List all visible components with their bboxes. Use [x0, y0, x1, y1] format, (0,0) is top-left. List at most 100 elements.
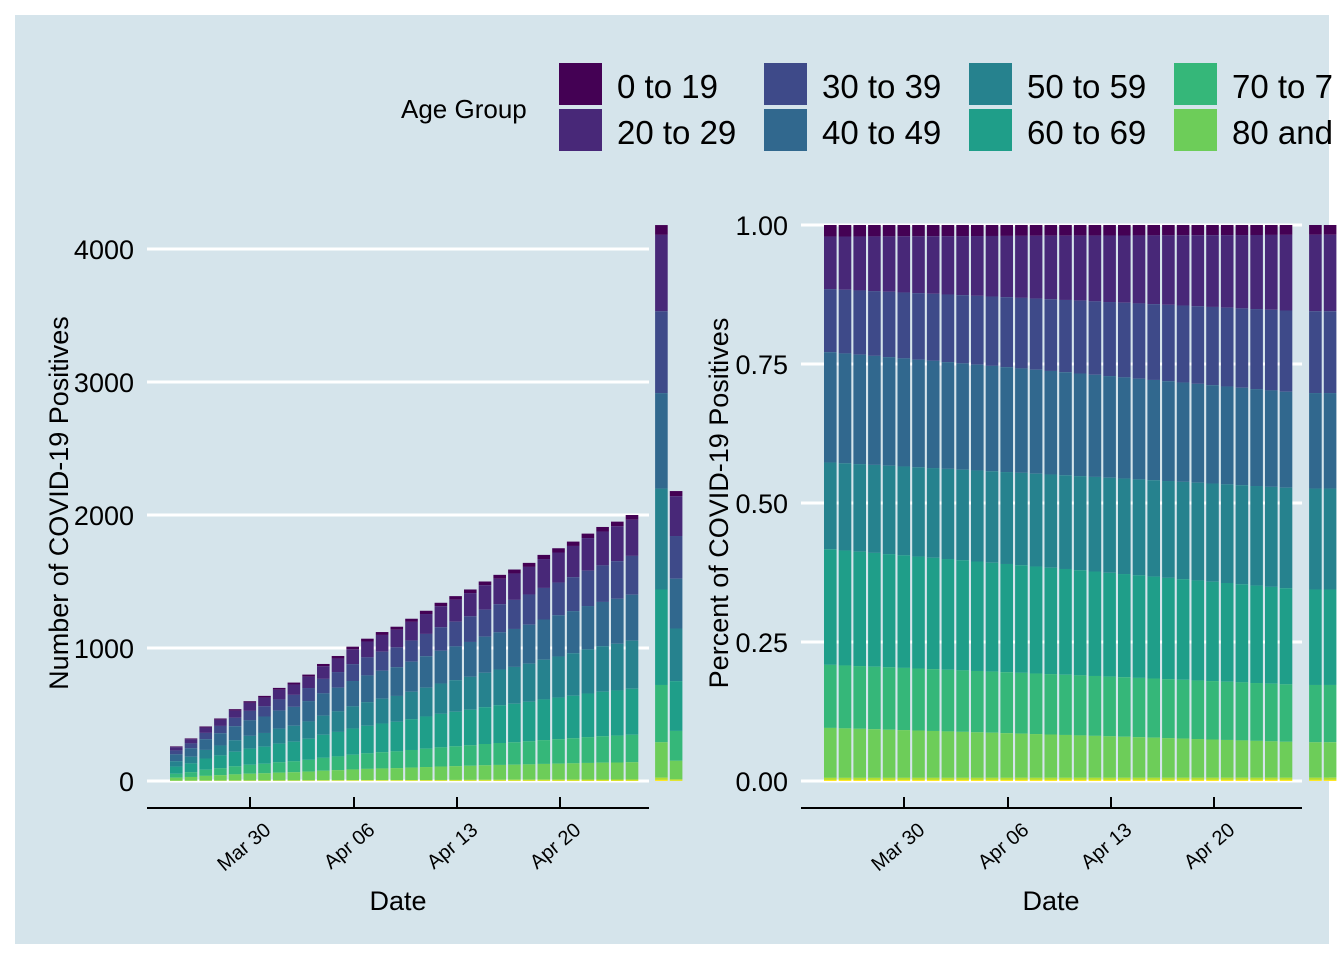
bar-segment	[986, 236, 999, 297]
bar-segment	[898, 358, 911, 466]
bar-segment	[449, 600, 462, 622]
bar-segment	[1059, 735, 1072, 778]
bar-segment	[1133, 225, 1146, 235]
bar-segment	[567, 738, 580, 763]
bar-segment	[853, 464, 866, 552]
bar-segment	[912, 360, 925, 468]
legend-label: 60 to 69	[1027, 114, 1146, 151]
bar-segment	[391, 722, 404, 752]
bar-segment	[655, 742, 668, 777]
bar-segment	[523, 780, 536, 781]
bar-segment	[1192, 235, 1205, 306]
bar-segment	[1103, 780, 1116, 781]
bar-segment	[956, 778, 969, 780]
bar-segment	[1118, 737, 1131, 778]
legend-swatch	[559, 109, 602, 151]
bar-segment	[508, 570, 521, 574]
bar-segment	[1309, 780, 1322, 781]
bar-segment	[552, 698, 565, 740]
bar-segment	[1265, 225, 1278, 235]
bar-segment	[552, 583, 565, 616]
bar-segment	[1133, 780, 1146, 781]
bar-segment	[1221, 740, 1234, 778]
bar-segment	[214, 720, 227, 726]
bar-segment	[538, 660, 551, 700]
bar-segment	[868, 356, 881, 465]
bar-segment	[1089, 780, 1102, 781]
bar-segment	[449, 780, 462, 781]
y-tick-label: 1.00	[735, 211, 788, 241]
bar-segment	[376, 752, 389, 768]
bar-segment	[596, 532, 609, 566]
bar-segment	[391, 627, 404, 630]
bar-segment	[1206, 235, 1219, 307]
bar-segment	[435, 767, 448, 780]
bar-segment	[824, 225, 837, 237]
bar-segment	[258, 747, 271, 764]
bar-segment	[1162, 481, 1175, 578]
bar-segment	[883, 236, 896, 291]
bar-segment	[288, 742, 301, 762]
bar-segment	[273, 690, 286, 700]
bar-segment	[405, 641, 418, 662]
bar-segment	[435, 606, 448, 627]
bar-segment	[185, 748, 198, 756]
bar-segment	[332, 732, 345, 756]
bar-segment	[538, 764, 551, 780]
bar-segment	[1192, 384, 1205, 483]
bar-segment	[1162, 225, 1175, 235]
bar-segment	[214, 718, 227, 719]
bar-segment	[567, 696, 580, 739]
bar-segment	[1236, 740, 1249, 777]
bar-segment	[1324, 235, 1337, 311]
bar-segment	[538, 588, 551, 620]
bar-segment	[523, 702, 536, 741]
bar-segment	[170, 761, 183, 766]
bar-segment	[1280, 588, 1293, 684]
bar-segment	[942, 559, 955, 670]
bar-segment	[552, 764, 565, 780]
bar-segment	[986, 780, 999, 781]
bar-segment	[1118, 225, 1131, 235]
bar-segment	[912, 225, 925, 236]
bar-segment	[1250, 778, 1263, 780]
bar-segment	[596, 527, 609, 532]
bar-segment	[883, 466, 896, 554]
bar-segment	[435, 747, 448, 766]
bar-segment	[582, 534, 595, 538]
bar-segment	[1118, 778, 1131, 780]
bar-segment	[302, 721, 315, 738]
bar-segment	[1250, 389, 1263, 486]
bar-segment	[508, 742, 521, 764]
bar-segment	[853, 778, 866, 780]
bar-segment	[1103, 736, 1116, 777]
bar-segment	[1089, 778, 1102, 780]
bar-segment	[912, 293, 925, 359]
bar-segment	[185, 772, 198, 777]
bar-segment	[317, 735, 330, 758]
bar-segment	[1265, 310, 1278, 391]
bar-segment	[956, 225, 969, 236]
bar-segment	[405, 750, 418, 768]
legend-label: 0 to 19	[617, 68, 718, 105]
legend-label: 80 and	[1232, 114, 1333, 151]
bar-segment	[1103, 225, 1116, 236]
bar-segment	[435, 651, 448, 684]
bar-segment	[1147, 778, 1160, 780]
bar-segment	[1192, 306, 1205, 384]
bar-segment	[853, 729, 866, 778]
bar-segment	[346, 706, 359, 728]
legend-label: 50 to 59	[1027, 68, 1146, 105]
bar-segment	[1177, 739, 1190, 778]
bar-segment	[258, 716, 271, 732]
bar-segment	[986, 563, 999, 672]
bar-segment	[1133, 778, 1146, 780]
bar-segment	[898, 730, 911, 778]
bar-segment	[1162, 381, 1175, 481]
bar-segment	[170, 767, 183, 774]
bar-segment	[420, 749, 433, 767]
bar-segment	[1147, 380, 1160, 480]
y-tick-label: 0.50	[735, 489, 788, 519]
bar-segment	[449, 622, 462, 647]
bar-segment	[1030, 566, 1043, 673]
